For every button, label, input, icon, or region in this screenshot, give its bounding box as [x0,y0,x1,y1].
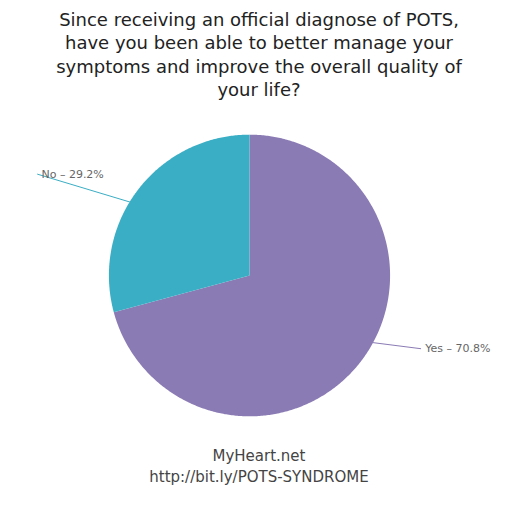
html-text:MyHeart.net http://bit.ly/POTS: MyHeart.net http://bit.ly/POTS-SYNDROME [149,446,369,487]
html-text:Since receiving an official di: Since receiving an official diagnose of … [56,9,462,101]
svg-text:No – 29.2%: No – 29.2% [41,167,103,180]
svg-text:Yes – 70.8%: Yes – 70.8% [424,342,490,355]
